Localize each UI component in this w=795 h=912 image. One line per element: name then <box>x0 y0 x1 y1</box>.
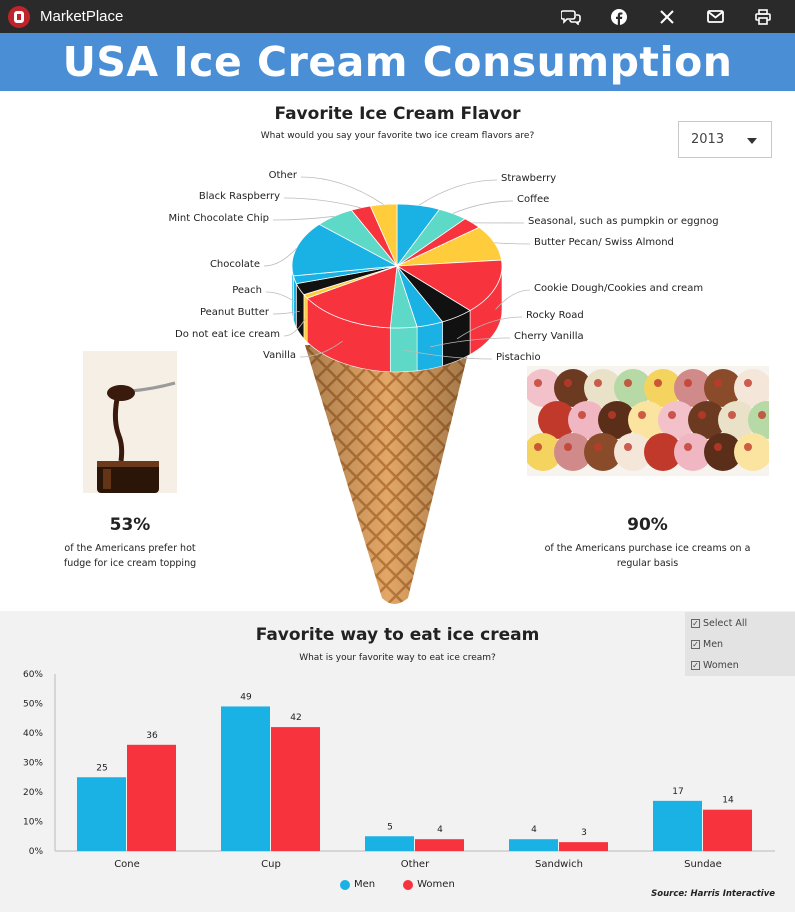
pie-leader-10 <box>272 310 300 315</box>
pie-side-9 <box>303 293 308 343</box>
year-dropdown[interactable]: 2013 <box>678 121 772 158</box>
source-note: Source: Harris Interactive <box>651 889 775 899</box>
pie-leader-1 <box>452 200 514 214</box>
filter-women[interactable]: ✓ Women <box>691 660 739 671</box>
hot-fudge-image <box>83 351 177 493</box>
pie-label-4: Cookie Dough/Cookies and cream <box>534 283 704 294</box>
mail-icon[interactable] <box>691 0 739 33</box>
pie-leader-9 <box>283 318 306 337</box>
page-title: USA Ice Cream Consumption <box>62 38 733 86</box>
pie-leader-14 <box>283 197 361 209</box>
pie-slice-8[interactable] <box>306 265 398 329</box>
pie-leader-11 <box>265 291 295 303</box>
flavor-chart-subtitle: What would you say your favorite two ice… <box>260 131 535 141</box>
stat-hot-fudge: 53% of the Americans prefer hot fudge fo… <box>55 515 205 571</box>
stat-purchase: 90% of the Americans purchase ice creams… <box>540 515 755 571</box>
top-bar: MarketPlace <box>0 0 795 33</box>
pie-label-7: Pistachio <box>496 352 541 363</box>
pie-leader-7 <box>403 349 493 360</box>
stat-text: of the Americans purchase ice creams on … <box>544 543 751 569</box>
pie-label-8: Vanilla <box>263 350 296 361</box>
ice-cream-scoops-image <box>527 366 769 476</box>
chat-icon[interactable] <box>547 0 595 33</box>
pie-side-wall <box>291 265 503 373</box>
x-icon[interactable] <box>643 0 691 33</box>
pie-slice-4[interactable] <box>395 259 503 312</box>
checkbox-checked-icon[interactable]: ✓ <box>691 618 700 628</box>
pie-label-12: Chocolate <box>209 259 260 270</box>
pie-chart <box>291 203 503 329</box>
pie-label-14: Black Raspberry <box>198 191 280 202</box>
year-selected: 2013 <box>691 132 725 147</box>
pie-side-11 <box>293 275 297 328</box>
pie-leader-3 <box>494 242 531 245</box>
pie-leader-15 <box>300 176 384 205</box>
pie-label-0: Strawberry <box>501 173 557 184</box>
pie-leader-12 <box>263 248 297 267</box>
flavor-chart-title: Favorite Ice Cream Flavor <box>274 104 521 124</box>
pie-leader-6 <box>429 337 511 348</box>
page-banner: USA Ice Cream Consumption <box>0 33 795 91</box>
pie-label-5: Rocky Road <box>526 310 584 321</box>
pie-leader-5 <box>456 316 523 340</box>
pie-label-11: Peach <box>232 285 262 296</box>
pie-label-15: Other <box>268 170 297 181</box>
gender-filter: ✓ Select All ✓ Men ✓ Women <box>685 612 795 676</box>
filter-label: Men <box>703 639 724 650</box>
pie-label-9: Do not eat ice cream <box>175 329 280 340</box>
legend-women-marker <box>403 879 414 890</box>
pie-side-6 <box>416 321 443 372</box>
waffle-cone <box>305 345 470 604</box>
cone-pie-graphic <box>263 176 531 604</box>
print-icon[interactable] <box>739 0 787 33</box>
way-chart-title: Favorite way to eat ice cream <box>255 625 540 645</box>
chevron-down-icon <box>747 138 757 144</box>
filter-label: Select All <box>703 618 748 629</box>
legend-men-label: Men <box>354 879 376 890</box>
chart-legend: Men Women <box>340 879 455 890</box>
pie-label-6: Cherry Vanilla <box>514 331 584 342</box>
app-logo-icon[interactable] <box>8 5 30 28</box>
pie-slice-12[interactable] <box>291 223 399 277</box>
checkbox-checked-icon[interactable]: ✓ <box>691 660 700 670</box>
stat-value: 53% <box>109 515 151 535</box>
pie-label-3: Butter Pecan/ Swiss Almond <box>534 237 674 248</box>
facebook-icon[interactable] <box>595 0 643 33</box>
filter-label: Women <box>703 660 739 671</box>
legend-women-label: Women <box>417 879 455 890</box>
way-chart-subtitle: What is your favorite way to eat ice cre… <box>299 653 496 663</box>
pie-label-10: Peanut Butter <box>199 307 269 318</box>
pie-label-13: Mint Chocolate Chip <box>168 213 269 224</box>
checkbox-checked-icon[interactable]: ✓ <box>691 639 700 649</box>
stat-value: 90% <box>627 515 668 535</box>
stat-text: of the Americans prefer hot fudge for ic… <box>63 543 197 569</box>
pie-side-7 <box>389 326 418 373</box>
filter-men[interactable]: ✓ Men <box>691 639 723 650</box>
pie-label-2: Seasonal, such as pumpkin or eggnog <box>528 216 719 227</box>
pie-label-1: Coffee <box>517 194 550 205</box>
filter-select-all[interactable]: ✓ Select All <box>691 618 747 629</box>
app-name[interactable]: MarketPlace <box>40 8 124 25</box>
pie-leader-8 <box>299 340 343 358</box>
legend-men-marker <box>340 879 350 890</box>
pie-leader-13 <box>272 215 335 221</box>
pie-leader-0 <box>418 179 498 206</box>
pie-leader-4 <box>495 289 531 310</box>
pie-leader-lines <box>263 176 531 360</box>
